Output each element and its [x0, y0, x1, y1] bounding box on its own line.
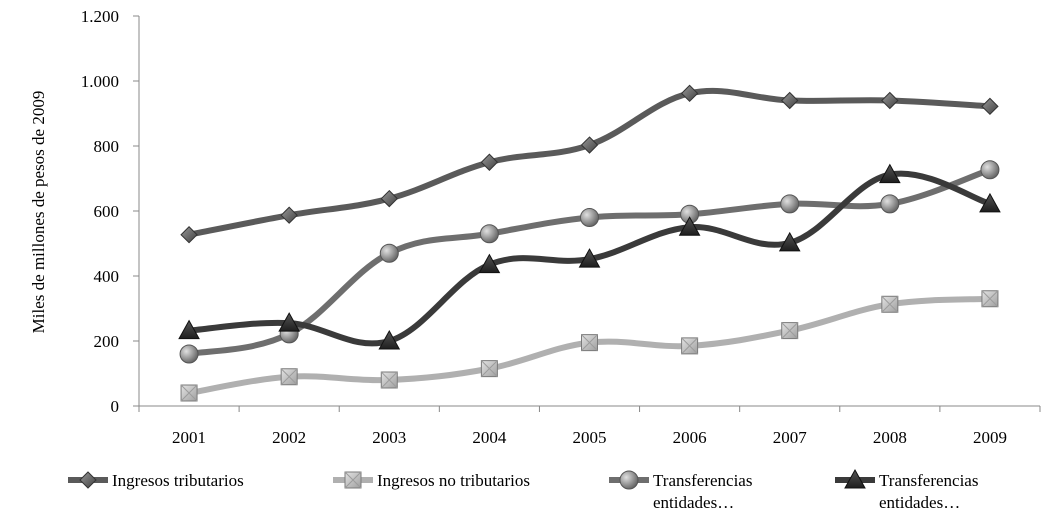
x-tick-label: 2004	[472, 428, 507, 447]
x-tick-label: 2005	[573, 428, 607, 447]
data-point	[678, 216, 701, 236]
data-point	[979, 192, 1001, 213]
data-point	[478, 253, 501, 274]
x-tick-label: 2006	[673, 428, 707, 447]
data-point	[178, 319, 200, 340]
legend-label: Ingresos no tributarios	[377, 471, 530, 490]
series-1	[180, 84, 999, 244]
y-tick-label: 0	[111, 397, 120, 416]
legend-label: Transferencias entidades…	[653, 471, 752, 512]
data-point	[479, 224, 499, 244]
legend-label: Ingresos tributarios	[112, 471, 244, 490]
legend-marker	[79, 471, 97, 489]
data-point	[881, 295, 899, 313]
data-point	[578, 248, 601, 268]
data-point	[580, 136, 599, 154]
data-point	[480, 360, 498, 378]
data-point	[980, 160, 1000, 180]
y-tick-label: 400	[94, 267, 120, 286]
data-point	[680, 84, 699, 103]
legend-item: Ingresos no tributarios	[333, 471, 530, 490]
data-point	[781, 91, 799, 110]
data-point	[778, 231, 801, 252]
legend-item: Ingresos tributarios	[68, 471, 244, 490]
x-tick-label: 2003	[372, 428, 406, 447]
data-point	[781, 322, 799, 340]
data-point	[180, 226, 198, 244]
legend-item: Transferencias entidades…	[609, 470, 752, 512]
data-point	[981, 97, 999, 116]
data-point	[681, 337, 699, 355]
data-point	[581, 334, 598, 352]
data-point	[878, 163, 901, 184]
legend-label: Transferencias entidades…	[879, 471, 978, 512]
data-point	[180, 384, 198, 402]
series-4	[178, 163, 1001, 350]
legend-marker	[344, 471, 362, 489]
y-axis-title: Miles de millones de pesos de 2009	[29, 91, 48, 334]
x-tick-label: 2009	[973, 428, 1007, 447]
series-3	[179, 160, 1000, 364]
x-tick-label: 2008	[873, 428, 907, 447]
y-tick-label: 1.000	[81, 72, 119, 91]
y-tick-label: 200	[94, 332, 120, 351]
data-point	[780, 194, 800, 214]
data-point	[379, 243, 399, 263]
data-point	[278, 312, 301, 332]
x-tick-label: 2007	[773, 428, 808, 447]
y-axis-ticks: 0 200 400 600 800 1.000 1.200	[81, 7, 139, 416]
y-tick-label: 1.200	[81, 7, 119, 26]
data-point	[280, 206, 298, 224]
series-layer	[178, 84, 1001, 402]
x-tick-label: 2002	[272, 428, 306, 447]
x-tick-label: 2001	[172, 428, 206, 447]
data-point	[179, 344, 199, 364]
data-point	[880, 194, 900, 214]
x-axis-ticks: 2001 2002 2003 2004 2005 2006 2007 2008 2009	[138, 406, 1041, 447]
y-tick-label: 800	[94, 137, 120, 156]
data-point	[981, 290, 999, 308]
data-point	[480, 153, 499, 171]
data-point	[580, 208, 599, 227]
data-point	[280, 368, 298, 386]
legend-marker	[844, 468, 866, 489]
y-tick-label: 600	[94, 202, 120, 221]
data-point	[378, 329, 401, 350]
legend: Ingresos tributarios Ingresos no tributar…	[68, 468, 978, 512]
legend-item: Transferencias entidades…	[835, 468, 978, 512]
legend-marker	[619, 470, 639, 490]
data-point	[380, 189, 398, 208]
series-2	[180, 290, 999, 402]
data-point	[881, 91, 899, 110]
data-point	[380, 371, 398, 389]
